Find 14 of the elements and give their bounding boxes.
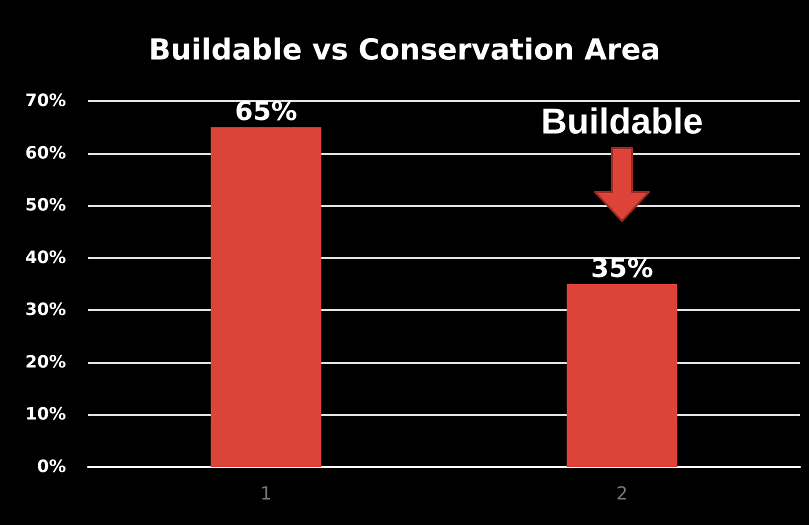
y-tick-label: 30% [25,300,66,320]
data-label: 65% [234,97,298,128]
x-tick-label: 1 [260,484,272,504]
y-tick-label: 0% [37,457,66,477]
annotation: Buildable [540,100,704,142]
y-tick-label: 50% [25,196,66,216]
y-tick-label: 10% [25,404,66,425]
y-tick-label: 60% [25,143,66,164]
x-tick-label: 2 [616,484,628,504]
y-tick-label: 20% [25,352,66,372]
y-tick-label: 70% [25,91,66,111]
y-tick-label: 40% [25,248,66,268]
chart-title: Buildable vs Conservation Area [148,32,660,66]
data-label: 35% [590,254,654,284]
